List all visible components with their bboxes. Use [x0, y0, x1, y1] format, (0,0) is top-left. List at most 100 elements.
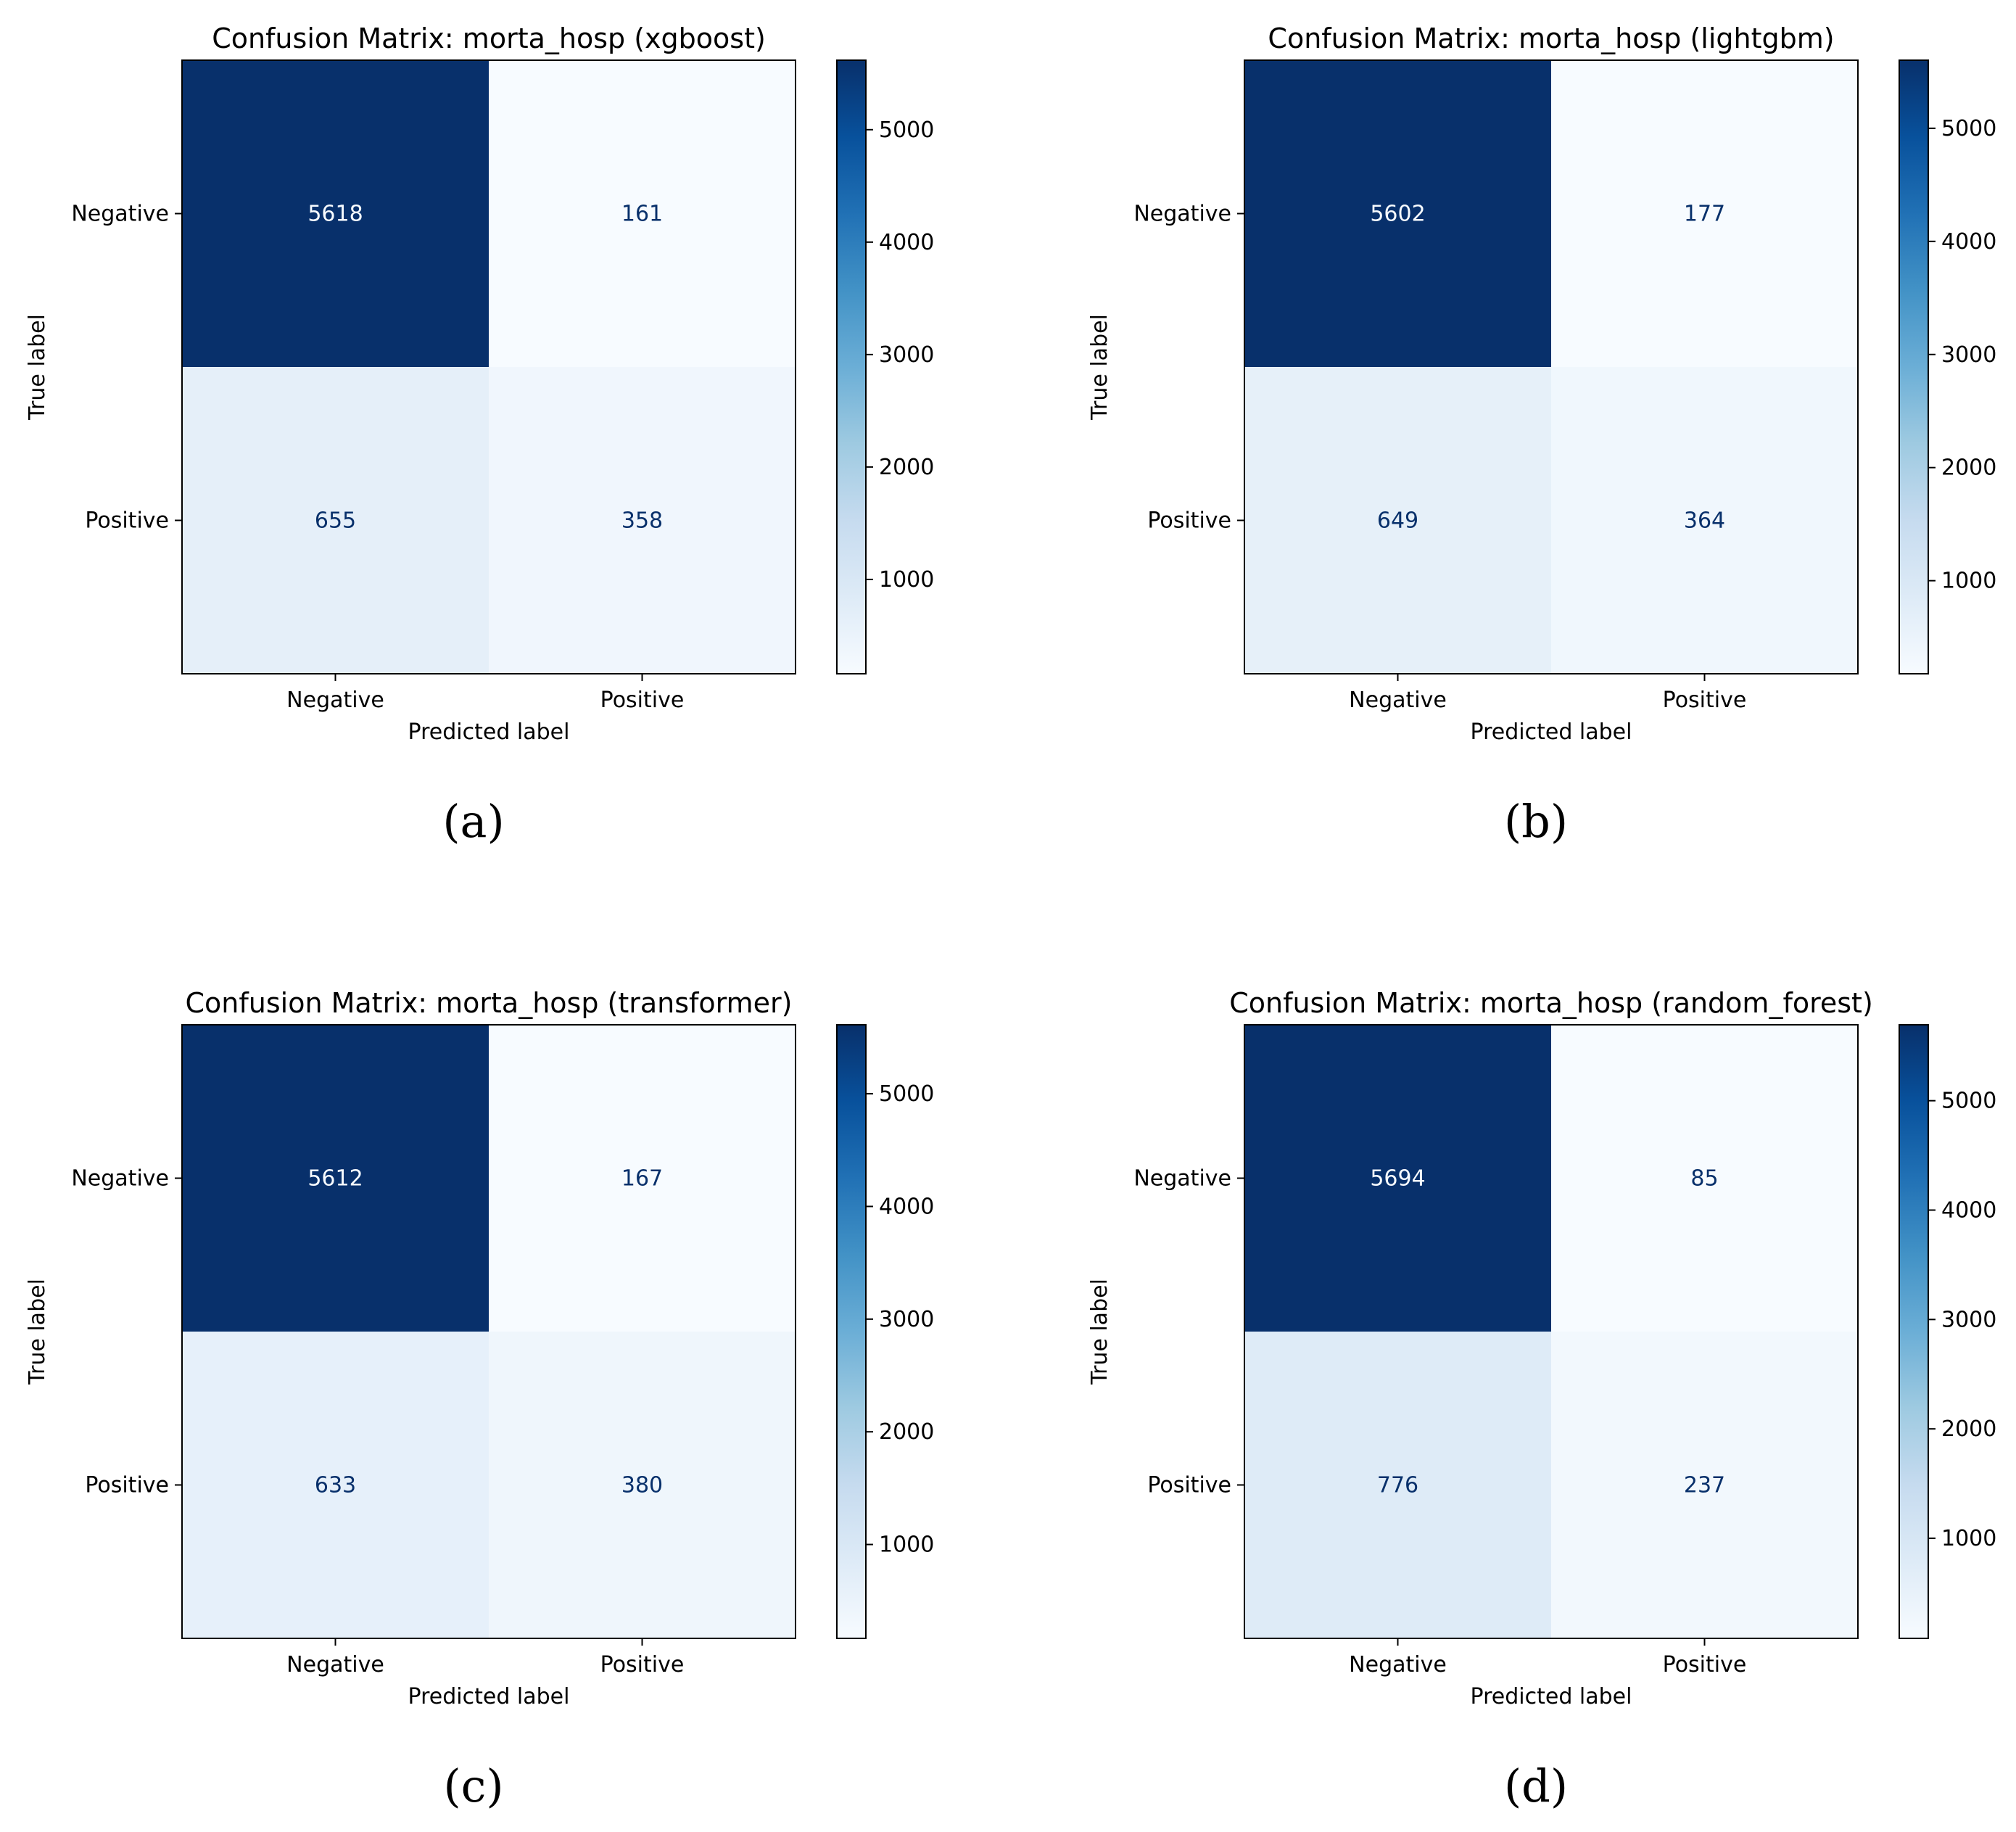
colorbar: [837, 60, 866, 674]
confusion-matrix-panel-c: Confusion Matrix: morta_hosp (transforme…: [25, 987, 934, 1812]
colorbar-tick-label: 1000: [1941, 569, 1996, 594]
colorbar-tick-label: 4000: [879, 230, 934, 255]
y-tick-label: Negative: [1133, 1166, 1231, 1192]
chart-title: Confusion Matrix: morta_hosp (xgboost): [212, 22, 766, 54]
heatmap-cell: [182, 1025, 489, 1332]
y-axis-label: True label: [25, 314, 50, 421]
heatmap-cell: [1551, 1025, 1858, 1332]
x-axis-label: Predicted label: [1471, 719, 1632, 745]
cell-value: 167: [621, 1166, 663, 1192]
y-tick-label: Negative: [71, 202, 169, 227]
heatmap-cell: [489, 60, 796, 367]
x-tick-label: Positive: [1663, 1652, 1747, 1678]
colorbar-tick-label: 1000: [1941, 1526, 1996, 1551]
cell-value: 85: [1690, 1166, 1718, 1192]
x-axis-label: Predicted label: [408, 1684, 570, 1709]
cell-value: 5602: [1370, 202, 1425, 227]
cell-value: 633: [315, 1473, 356, 1498]
x-tick-label: Negative: [1349, 1652, 1447, 1678]
confusion-matrix-panel-d: Confusion Matrix: morta_hosp (random_for…: [1087, 987, 1996, 1812]
cell-value: 380: [621, 1473, 663, 1498]
cell-value: 161: [621, 202, 663, 227]
x-tick-label: Positive: [1663, 688, 1747, 713]
colorbar-frame: [1899, 1024, 1929, 1639]
panel-label: (b): [1504, 795, 1568, 848]
x-tick-label: Positive: [600, 688, 685, 713]
heatmap-cell: [1551, 60, 1858, 367]
colorbar-tick-label: 5000: [879, 1081, 934, 1107]
heatmap-cell: [1244, 60, 1551, 367]
heatmap-cell: [182, 60, 489, 367]
y-axis-label: True label: [25, 1279, 50, 1385]
heatmap-cell: [489, 1332, 796, 1638]
colorbar-tick-label: 3000: [1941, 1307, 1996, 1332]
axes-frame: [181, 1024, 796, 1639]
colorbar-tick-label: 5000: [879, 117, 934, 143]
confusion-matrix-panel-a: Confusion Matrix: morta_hosp (xgboost) 56…: [25, 22, 934, 848]
y-tick-label: Positive: [85, 508, 169, 534]
confusion-matrix-panel-b: Confusion Matrix: morta_hosp (lightgbm) 5…: [1087, 22, 1996, 848]
colorbar-tick-label: 2000: [879, 1419, 934, 1445]
x-axis-label: Predicted label: [1471, 1684, 1632, 1709]
axes-frame: [1244, 1024, 1859, 1639]
colorbar-frame: [836, 59, 867, 674]
colorbar-tick-label: 4000: [879, 1194, 934, 1219]
colorbar-tick-label: 1000: [879, 1532, 934, 1558]
cell-value: 358: [621, 508, 663, 534]
cell-value: 5612: [307, 1166, 363, 1192]
heatmap-cell: [1244, 1025, 1551, 1332]
cell-value: 177: [1684, 202, 1725, 227]
colorbar-tick-label: 2000: [879, 455, 934, 480]
colorbar-tick-label: 3000: [879, 342, 934, 368]
chart-title: Confusion Matrix: morta_hosp (random_for…: [1229, 987, 1873, 1019]
axes-frame: [1244, 59, 1859, 674]
x-tick-label: Negative: [286, 1652, 384, 1678]
heatmap-cell: [1551, 1332, 1858, 1638]
cell-value: 776: [1377, 1473, 1418, 1498]
colorbar-tick-label: 5000: [1941, 1089, 1996, 1114]
y-axis-label: True label: [1087, 1279, 1112, 1385]
colorbar-tick-label: 3000: [1941, 342, 1996, 368]
colorbar: [1899, 60, 1928, 674]
cell-value: 5694: [1370, 1166, 1425, 1192]
chart-title: Confusion Matrix: morta_hosp (transforme…: [186, 987, 793, 1019]
colorbar-tick-label: 3000: [879, 1307, 934, 1332]
heatmap-cell: [1244, 367, 1551, 674]
colorbar-frame: [1899, 59, 1929, 674]
heatmap-cell: [182, 1332, 489, 1638]
y-tick-label: Positive: [1147, 508, 1231, 534]
colorbar: [837, 1025, 866, 1638]
panel-label: (c): [443, 1759, 503, 1812]
heatmap-cell: [182, 367, 489, 674]
heatmap-cell: [489, 1025, 796, 1332]
colorbar-tick-label: 2000: [1941, 1416, 1996, 1442]
y-tick-label: Negative: [1133, 202, 1231, 227]
chart-title: Confusion Matrix: morta_hosp (lightgbm): [1268, 22, 1834, 54]
cell-value: 364: [1684, 508, 1725, 534]
cell-value: 655: [315, 508, 356, 534]
x-tick-label: Positive: [600, 1652, 685, 1678]
heatmap-cell: [1551, 367, 1858, 674]
colorbar-tick-label: 5000: [1941, 116, 1996, 141]
x-tick-label: Negative: [1349, 688, 1447, 713]
heatmap-cell: [1244, 1332, 1551, 1638]
panel-label: (d): [1504, 1759, 1568, 1812]
colorbar-tick-label: 1000: [879, 567, 934, 593]
panel-label: (a): [442, 795, 504, 848]
cell-value: 5618: [307, 202, 363, 227]
colorbar-frame: [836, 1024, 867, 1639]
cell-value: 237: [1684, 1473, 1725, 1498]
colorbar-tick-label: 4000: [1941, 1198, 1996, 1224]
y-tick-label: Positive: [85, 1473, 169, 1498]
x-tick-label: Negative: [286, 688, 384, 713]
y-tick-label: Negative: [71, 1166, 169, 1192]
colorbar-tick-label: 4000: [1941, 229, 1996, 255]
x-axis-label: Predicted label: [408, 719, 570, 745]
heatmap-cell: [489, 367, 796, 674]
y-axis-label: True label: [1087, 314, 1112, 421]
colorbar-tick-label: 2000: [1941, 455, 1996, 481]
y-tick-label: Positive: [1147, 1473, 1231, 1498]
cell-value: 649: [1377, 508, 1418, 534]
colorbar: [1899, 1025, 1928, 1638]
